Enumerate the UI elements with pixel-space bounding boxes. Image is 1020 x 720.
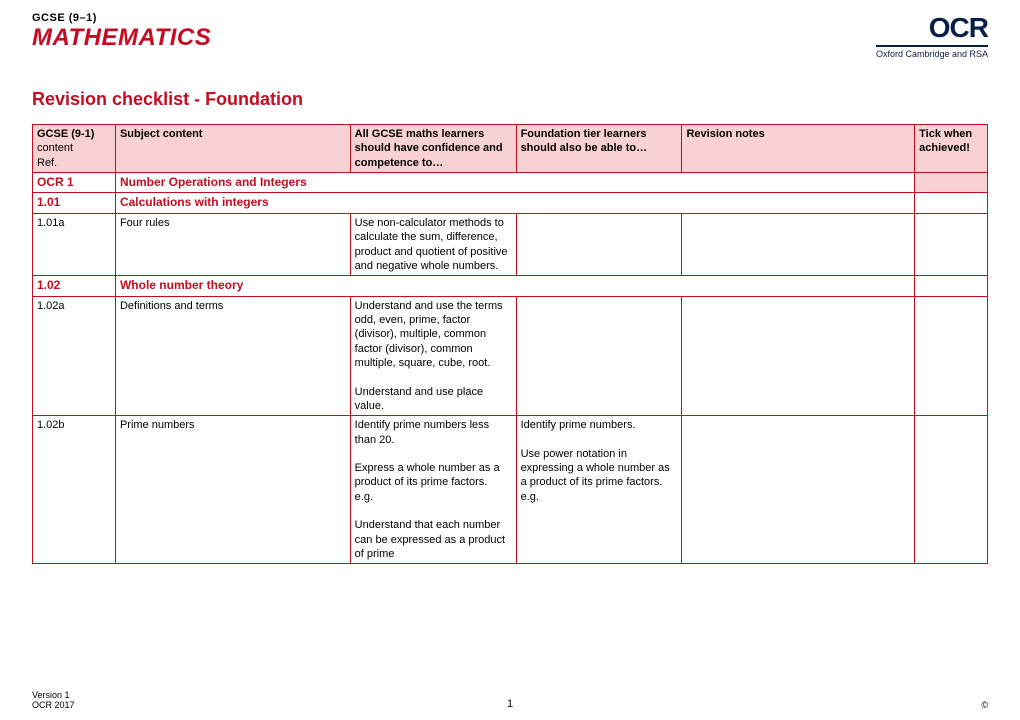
subsection-tick-cell [915,193,988,214]
row-confidence: Identify prime numbers less than 20. Exp… [350,416,516,564]
subsection-tick-cell [915,276,988,297]
row-ref: 1.02b [33,416,116,564]
subsection-row-102: 1.02 Whole number theory [33,276,988,297]
row-notes[interactable] [682,416,915,564]
row-subject: Four rules [115,214,350,276]
row-foundation [516,214,682,276]
top-bar: GCSE (9–1) MATHEMATICS OCR Oxford Cambri… [32,12,988,59]
footer-left: Version 1 OCR 2017 [32,690,75,710]
section-row-ocr1: OCR 1 Number Operations and Integers [33,172,988,193]
subsection-ref: 1.02 [33,276,116,297]
row-subject: Definitions and terms [115,296,350,415]
gcse-logo-top: GCSE (9–1) [32,12,211,24]
header-ref: GCSE (9-1) content Ref. [33,125,116,173]
table-row: 1.01a Four rules Use non-calculator meth… [33,214,988,276]
subsection-title: Calculations with integers [115,193,914,214]
section-ref: OCR 1 [33,172,116,193]
table-row: 1.02b Prime numbers Identify prime numbe… [33,416,988,564]
ocr-logo: OCR Oxford Cambridge and RSA [876,12,988,59]
header-foundation: Foundation tier learners should also be … [516,125,682,173]
row-notes[interactable] [682,296,915,415]
row-tick[interactable] [915,296,988,415]
subsection-row-101: 1.01 Calculations with integers [33,193,988,214]
gcse-logo: GCSE (9–1) MATHEMATICS [32,12,211,52]
footer: Version 1 OCR 2017 1 © [32,690,988,710]
header-ref-top: GCSE (9-1) [37,128,94,140]
row-foundation [516,296,682,415]
ocr-logo-main: OCR [876,12,988,44]
header-tick: Tick when achieved! [915,125,988,173]
header-subject: Subject content [115,125,350,173]
row-tick[interactable] [915,416,988,564]
header-notes: Revision notes [682,125,915,173]
row-subject: Prime numbers [115,416,350,564]
row-confidence: Use non-calculator methods to calculate … [350,214,516,276]
subsection-title: Whole number theory [115,276,914,297]
section-tick-cell [915,172,988,193]
table-header-row: GCSE (9-1) content Ref. Subject content … [33,125,988,173]
row-ref: 1.01a [33,214,116,276]
row-notes[interactable] [682,214,915,276]
row-tick[interactable] [915,214,988,276]
ocr-logo-underline [876,45,988,47]
header-confidence: All GCSE maths learners should have conf… [350,125,516,173]
row-foundation: Identify prime numbers. Use power notati… [516,416,682,564]
ocr-logo-sub: Oxford Cambridge and RSA [876,49,988,59]
page-title: Revision checklist - Foundation [32,89,988,110]
footer-org: OCR 2017 [32,700,75,710]
footer-version: Version 1 [32,690,70,700]
gcse-logo-main: MATHEMATICS [32,24,211,52]
checklist-table: GCSE (9-1) content Ref. Subject content … [32,124,988,564]
header-ref-mid: content [37,142,73,154]
row-ref: 1.02a [33,296,116,415]
header-ref-bot: Ref. [37,157,57,169]
section-title: Number Operations and Integers [115,172,914,193]
footer-page: 1 [507,698,513,710]
row-confidence: Understand and use the terms odd, even, … [350,296,516,415]
table-row: 1.02a Definitions and terms Understand a… [33,296,988,415]
subsection-ref: 1.01 [33,193,116,214]
footer-copy: © [981,700,988,710]
